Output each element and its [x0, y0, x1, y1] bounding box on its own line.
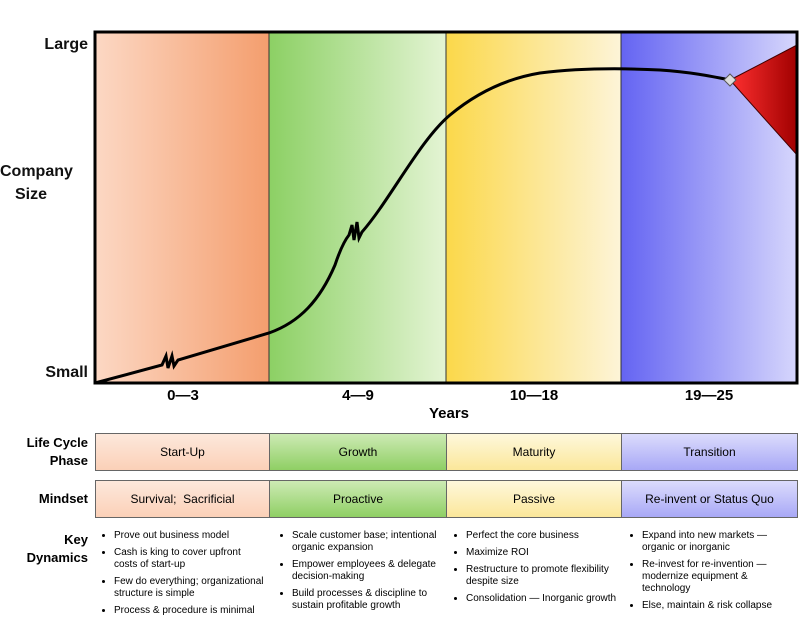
dynamics-item: Restructure to promote flexibility despi…: [466, 564, 618, 588]
row-label: Life Cycle Phase: [26, 435, 88, 468]
period-label: 19—25: [684, 387, 734, 404]
x-axis-title: Years: [428, 405, 470, 422]
phase-cell: Growth: [269, 433, 447, 471]
phase-cell: Transition: [621, 433, 798, 471]
phase-cell: Maturity: [446, 433, 622, 471]
y-top-label: Large: [44, 36, 88, 53]
dynamics-list: Scale customer base; intentional organic…: [276, 530, 444, 617]
inflection-marker: [723, 73, 737, 87]
y-axis-label: Company Size: [0, 163, 73, 203]
dynamics-item: Expand into new markets — organic or ino…: [642, 530, 798, 554]
mindset-cell: Proactive: [269, 480, 447, 518]
dynamics-item: Few do everything; organizational struct…: [114, 576, 266, 600]
dynamics-item: Build processes & discipline to sustain …: [292, 588, 444, 612]
mindset-cell: Passive: [446, 480, 622, 518]
dynamics-item: Re-invest for re-invention — modernize e…: [642, 559, 798, 595]
period-label: 10—18: [509, 387, 559, 404]
dynamics-item: Perfect the core business: [466, 530, 618, 542]
row-label: Key Dynamics: [26, 532, 88, 565]
phase-band: [446, 32, 621, 383]
period-label: 4—9: [342, 387, 374, 404]
mindset-cell: Re-invent or Status Quo: [621, 480, 798, 518]
dynamics-list: Prove out business model Cash is king to …: [98, 530, 266, 622]
dynamics-item: Maximize ROI: [466, 547, 618, 559]
phase-band: [95, 32, 269, 383]
phase-cell: Start-Up: [95, 433, 270, 471]
dynamics-item: Scale customer base; intentional organic…: [292, 530, 444, 554]
period-label: 0—3: [167, 387, 199, 404]
dynamics-item: Empower employees & delegate decision-ma…: [292, 559, 444, 583]
chart: [93, 30, 799, 385]
dynamics-item: Cash is king to cover upfront costs of s…: [114, 547, 266, 571]
dynamics-item: Consolidation — Inorganic growth: [466, 593, 618, 605]
dynamics-item: Process & procedure is minimal: [114, 605, 266, 617]
dynamics-item: Else, maintain & risk collapse: [642, 600, 798, 612]
mindset-cell: Survival; Sacrificial: [95, 480, 270, 518]
phase-band: [269, 32, 446, 383]
row-label: Mindset: [38, 491, 88, 506]
growth-curve: [94, 67, 731, 385]
chart-frame: [93, 30, 799, 385]
dynamics-list: Perfect the core business Maximize ROI Res…: [450, 530, 618, 610]
dynamics-list: Expand into new markets — organic or ino…: [626, 530, 798, 617]
dynamics-item: Prove out business model: [114, 530, 266, 542]
y-bottom-label: Small: [45, 364, 88, 381]
